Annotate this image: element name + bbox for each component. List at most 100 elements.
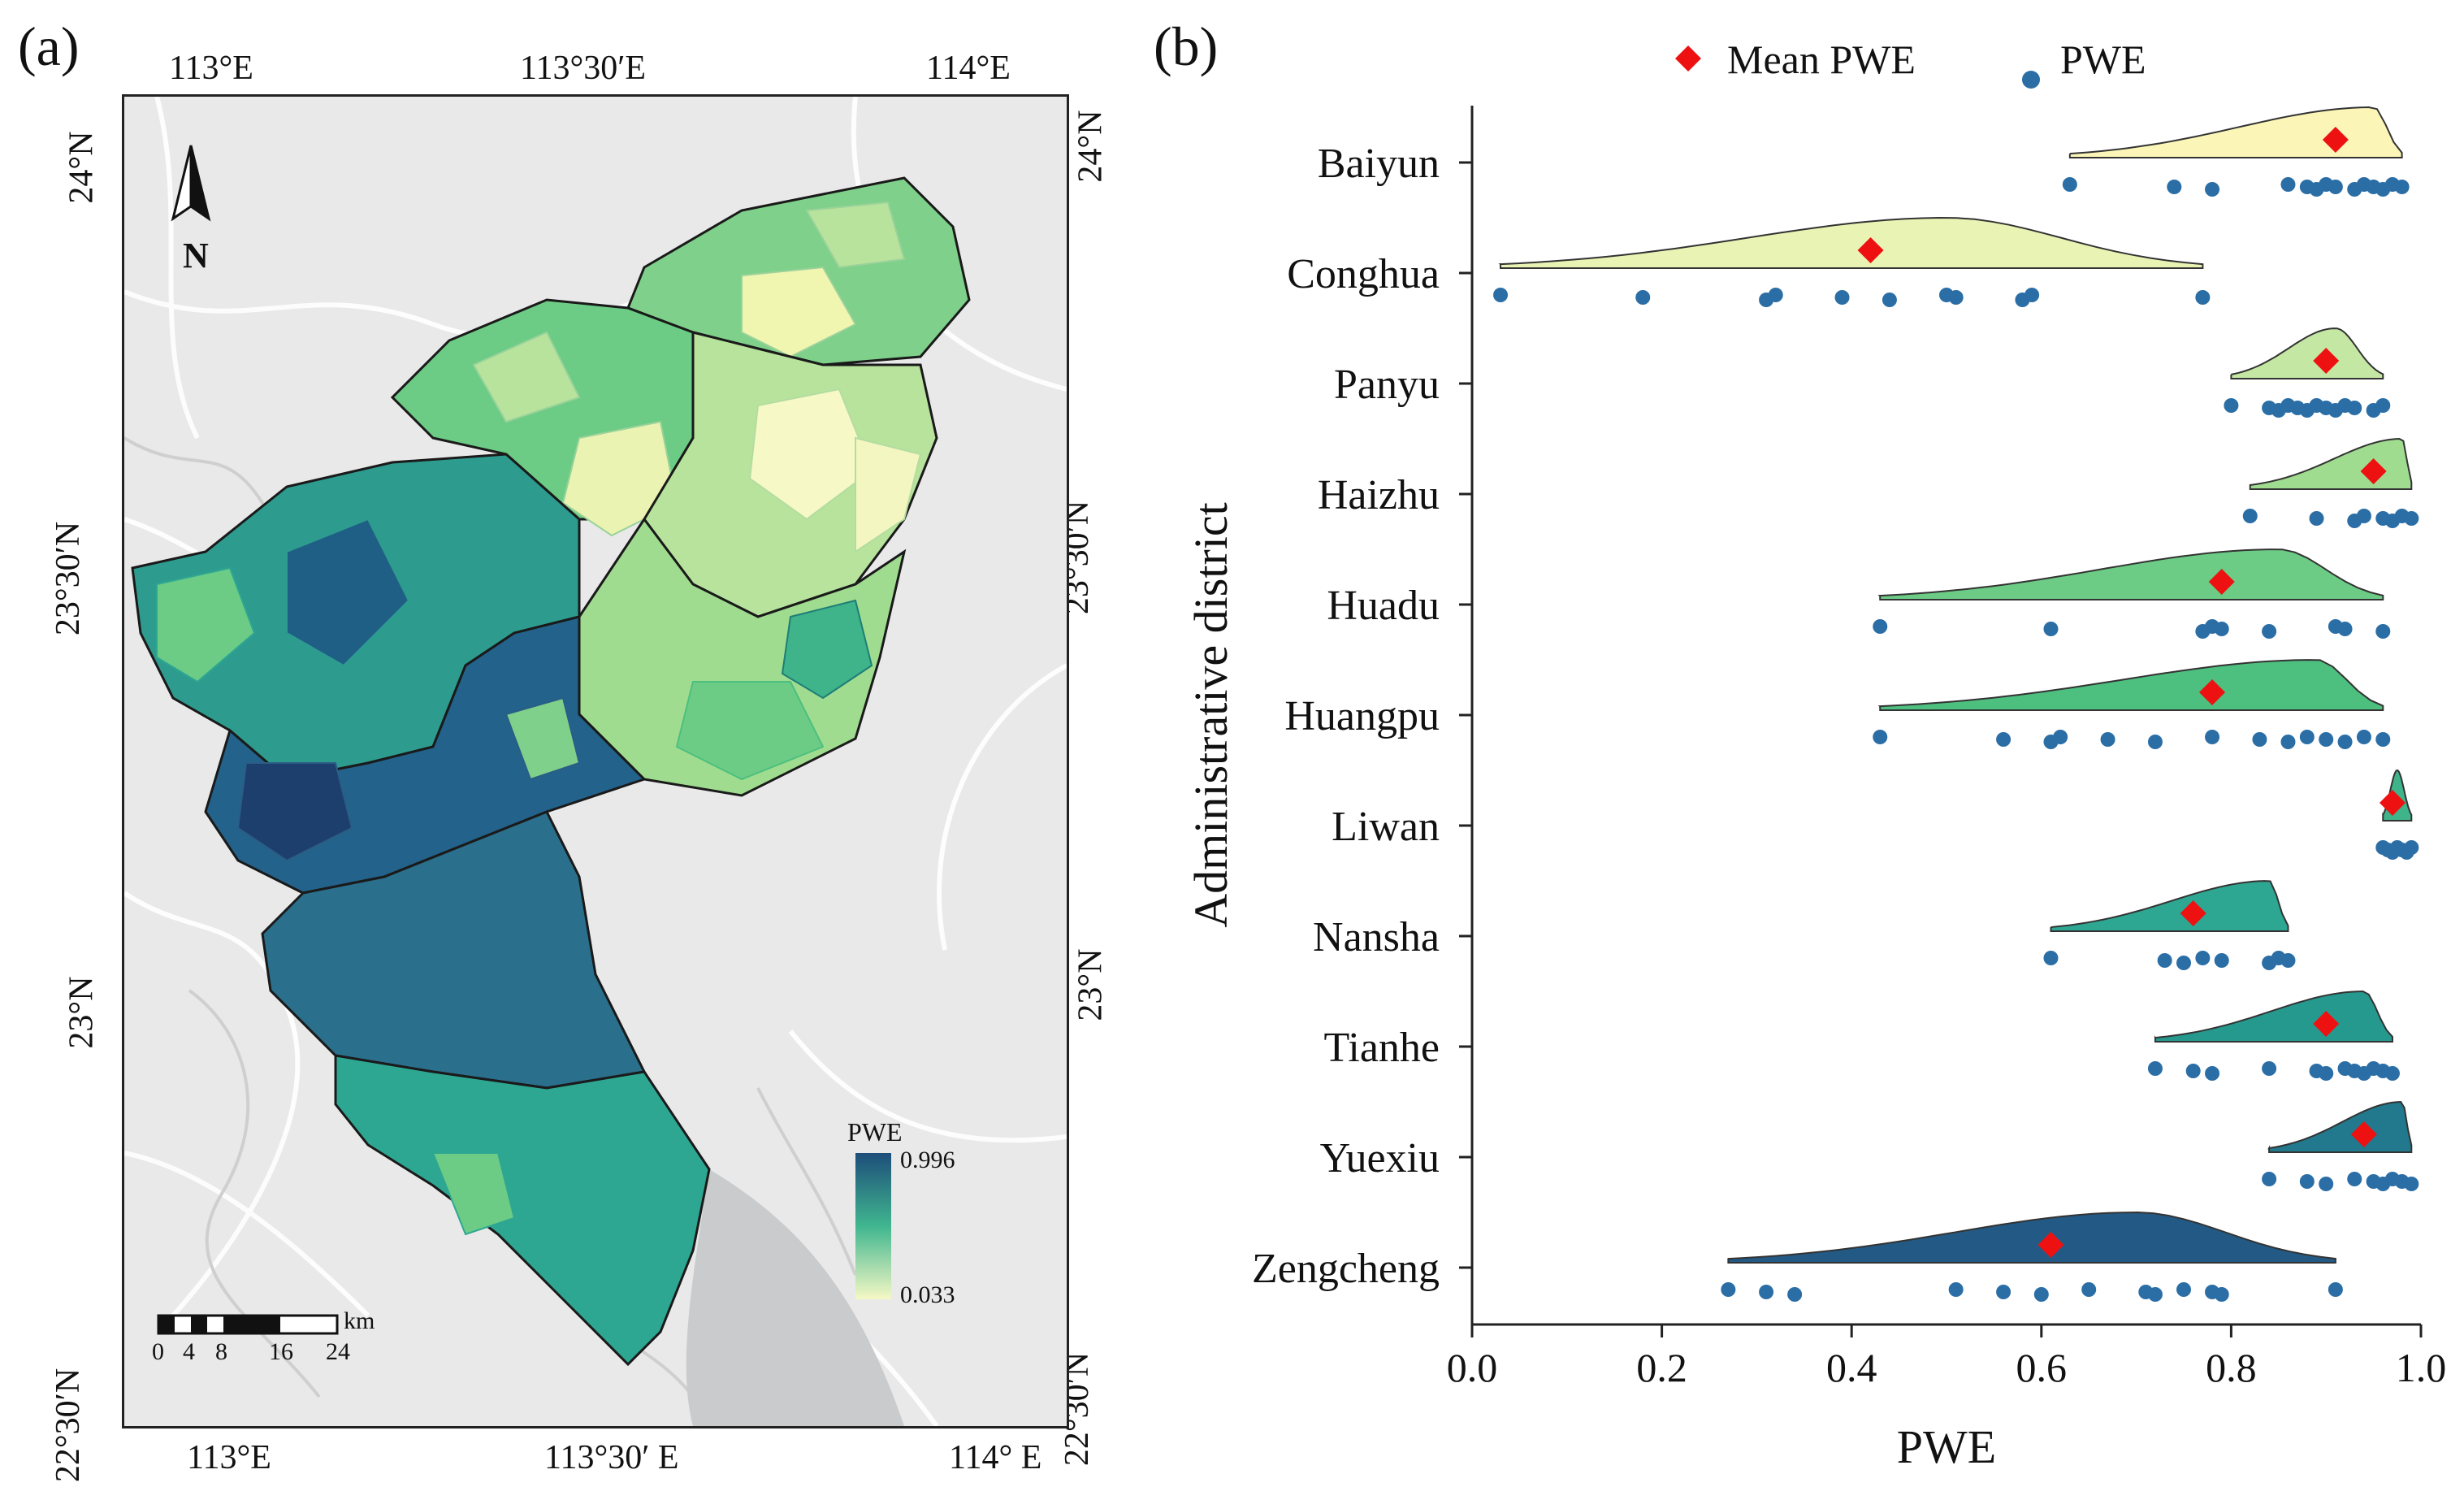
y-tick-label: Nansha [1313,914,1440,960]
data-point [2205,730,2220,744]
x-axis-label: PWE [1897,1420,1996,1473]
data-point [1873,730,1888,744]
data-point [2033,1287,2049,1302]
y-tick-label: Panyu [1334,362,1440,408]
violin-panyu [2230,327,2384,379]
data-point [2347,401,2362,415]
data-point [2337,735,2353,749]
data-point [2167,180,2182,194]
north-label: N [183,236,209,275]
y-tick-label: Haizhu [1318,472,1440,518]
map-svg: N [124,97,1067,1426]
data-point [2280,735,2296,749]
data-point [2319,732,2334,747]
data-point [1948,290,1964,305]
data-point [2214,1287,2229,1302]
x-tick-label: 0.6 [2016,1345,2068,1390]
violin-haizhu [2249,437,2413,490]
data-point [2299,730,2315,744]
x-tick-label: 0.0 [1447,1345,1498,1390]
violin-baiyun [2068,106,2403,158]
data-point [2262,624,2277,639]
data-point [1635,290,1651,305]
data-point [2147,1287,2163,1302]
data-point [2100,732,2115,747]
violin-zengcheng [1727,1211,2336,1264]
data-point [2214,622,2229,636]
x-tick-label: 0.4 [1826,1345,1877,1390]
data-point [2157,953,2172,968]
panel-a-label: (a) [18,15,80,77]
data-point [2176,1282,2191,1297]
data-point [2205,182,2220,197]
mean-marker [2360,458,2387,484]
y-tick-label: Yuexiu [1320,1135,1440,1181]
subdistrict [805,201,906,269]
y-axis-label: Administrative district [1184,502,1237,928]
data-point [2081,1282,2097,1297]
y-tick-label: Huangpu [1284,693,1440,739]
map-panel: N PWE 0.996 0.033 km 0 4 8 16 24 [122,94,1069,1428]
legend-title: PWE [847,1117,903,1147]
data-point [2328,1282,2343,1297]
y-tick-label: Baiyun [1318,141,1440,187]
data-point [2280,953,2296,968]
scale-tick: 16 [269,1338,293,1365]
x-tick-label: 0.2 [1636,1345,1687,1390]
data-point [2043,622,2059,636]
data-point [2252,732,2267,747]
subdistrict [741,266,857,358]
data-point [2394,180,2410,194]
y-tick-label: Zengcheng [1252,1246,1440,1292]
legend-point-marker [2022,71,2040,89]
data-point [2375,398,2391,413]
bottom-lon-label: 114° E [949,1439,1042,1476]
legend-mean-label: Mean PWE [1727,37,1916,82]
data-point [2242,509,2258,523]
data-point [2147,735,2163,749]
data-point [2347,1172,2362,1186]
scale-tick: 4 [183,1338,195,1365]
x-tick-label: 1.0 [2396,1345,2447,1390]
x-tick-label: 0.8 [2206,1345,2257,1390]
data-point [2356,509,2371,523]
mean-marker [2313,348,2340,374]
data-point [1996,1285,2011,1299]
y-tick-label: Tianhe [1323,1025,1440,1071]
violin-nansha [2050,880,2289,932]
data-point [2356,730,2371,744]
data-point [2176,956,2191,970]
legend-min-value: 0.033 [900,1281,955,1308]
estuary-water [686,1169,904,1426]
district-nansha [334,1054,711,1367]
scale-tick: 8 [215,1338,227,1365]
subdistrict [675,681,825,781]
mean-marker [2350,1121,2377,1147]
data-point [2224,398,2239,413]
data-point [2319,1066,2334,1081]
panel-b-label: (b) [1154,15,1219,77]
data-point [2384,1066,2400,1081]
violin-yuexiu [2267,1100,2413,1153]
subdistrict [748,388,873,521]
data-point [2319,1177,2334,1191]
data-point [2195,951,2211,965]
scale-unit: km [344,1307,375,1334]
subdistrict [156,566,256,683]
data-point [1768,288,1783,302]
subdistrict [504,696,581,781]
mean-marker [2313,1011,2340,1037]
data-point [1493,288,1509,302]
scale-tick: 24 [326,1338,350,1365]
top-lon-label: 113°30′E [520,50,647,87]
violin-tianhe [2154,990,2394,1043]
subdistrict [286,518,410,667]
data-point [2404,1177,2419,1191]
top-lon-label: 113°E [169,50,253,87]
data-point [1996,732,2011,747]
data-point [1873,619,1888,634]
data-point [1882,293,1897,307]
data-point [2309,511,2324,526]
data-point [2404,840,2419,855]
